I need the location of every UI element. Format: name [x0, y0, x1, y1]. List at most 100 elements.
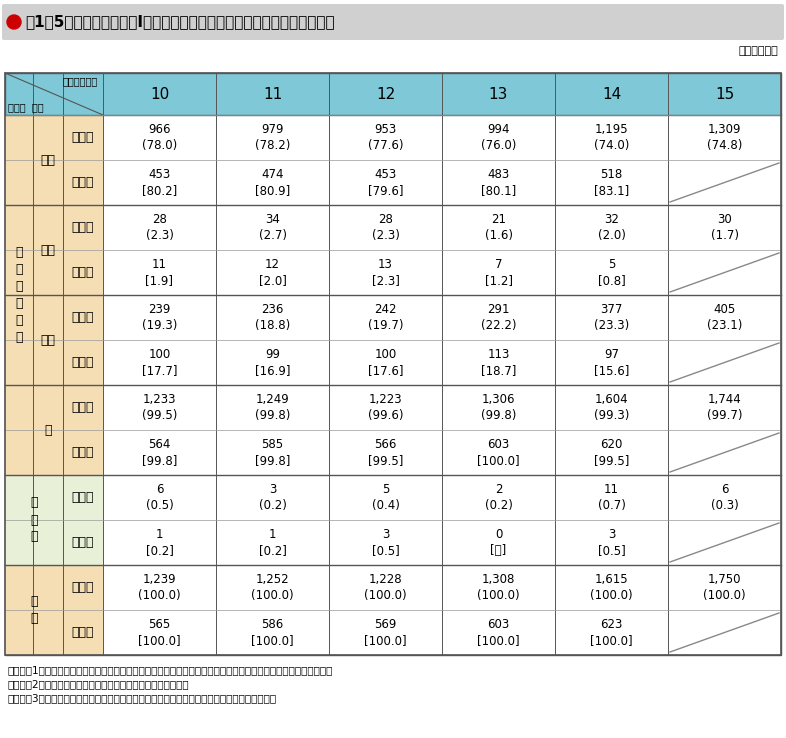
Text: 28
(2.3): 28 (2.3)	[372, 213, 399, 242]
Text: 569
[100.0]: 569 [100.0]	[364, 618, 407, 647]
Bar	[5, 340, 781, 385]
Text: 公立: 公立	[41, 244, 56, 257]
Text: 566
[99.5]: 566 [99.5]	[368, 438, 403, 467]
Text: 合格者: 合格者	[72, 401, 94, 414]
Text: 21
(1.6): 21 (1.6)	[484, 213, 512, 242]
Text: 13
[2.3]: 13 [2.3]	[372, 258, 399, 287]
Text: 採用者: 採用者	[72, 266, 94, 279]
Text: 5
(0.4): 5 (0.4)	[372, 483, 399, 512]
Text: 242
(19.7): 242 (19.7)	[368, 303, 403, 332]
Text: 966
(78.0): 966 (78.0)	[142, 123, 177, 152]
Text: 34
(2.7): 34 (2.7)	[259, 213, 287, 242]
Text: 採用者: 採用者	[72, 356, 94, 369]
Text: 564
[99.8]: 564 [99.8]	[141, 438, 177, 467]
Bar	[103, 565, 781, 610]
Bar	[103, 160, 781, 205]
Text: （単位：人）: （単位：人）	[738, 46, 778, 56]
Text: 採用者: 採用者	[72, 176, 94, 189]
Text: 0
[－]: 0 [－]	[490, 528, 507, 557]
Bar	[5, 115, 33, 475]
Bar	[5, 565, 781, 610]
Bar	[5, 73, 781, 655]
Text: 私立: 私立	[41, 334, 56, 347]
Bar	[103, 340, 781, 385]
Text: 5
[0.8]: 5 [0.8]	[597, 258, 626, 287]
Text: 11
(0.7): 11 (0.7)	[597, 483, 626, 512]
Text: 28
(2.3): 28 (2.3)	[145, 213, 174, 242]
Text: 2　「その他」は，短大・高専，外国の大学等である。: 2 「その他」は，短大・高専，外国の大学等である。	[7, 679, 189, 689]
Bar	[103, 250, 781, 295]
Text: 1,309
(74.8): 1,309 (74.8)	[707, 123, 742, 152]
Text: 1
[0.2]: 1 [0.2]	[259, 528, 286, 557]
Text: 3　「採用者」は，当該年度の翌年度の採用者数（旧年度合格者等を含む。）である。: 3 「採用者」は，当該年度の翌年度の採用者数（旧年度合格者等を含む。）である。	[7, 693, 276, 703]
Text: 表1－5　国家公務員採用Ⅰ種試験の年度別学歴別の合格者数及び採用者数: 表1－5 国家公務員採用Ⅰ種試験の年度別学歴別の合格者数及び採用者数	[25, 15, 335, 30]
Text: 1,239
(100.0): 1,239 (100.0)	[138, 573, 181, 602]
Text: 10: 10	[150, 86, 169, 102]
Text: 99
[16.9]: 99 [16.9]	[255, 348, 290, 377]
Text: 合格者: 合格者	[72, 221, 94, 234]
Text: 1,195
(74.0): 1,195 (74.0)	[593, 123, 629, 152]
Text: 1
[0.2]: 1 [0.2]	[145, 528, 174, 557]
Text: 1,306
(99.8): 1,306 (99.8)	[481, 393, 516, 422]
Text: 11
[1.9]: 11 [1.9]	[145, 258, 174, 287]
Bar	[5, 115, 781, 160]
Text: 1,233
(99.5): 1,233 (99.5)	[141, 393, 177, 422]
Text: 15: 15	[715, 86, 734, 102]
Text: 239
(19.3): 239 (19.3)	[141, 303, 177, 332]
Bar	[5, 205, 781, 250]
Text: 100
[17.7]: 100 [17.7]	[141, 348, 178, 377]
Text: 565
[100.0]: 565 [100.0]	[138, 618, 181, 647]
Text: 3
[0.5]: 3 [0.5]	[597, 528, 626, 557]
Bar	[5, 295, 781, 340]
Text: 994
(76.0): 994 (76.0)	[481, 123, 516, 152]
Bar	[103, 385, 781, 430]
Bar	[5, 160, 781, 205]
Text: 236
(18.8): 236 (18.8)	[255, 303, 290, 332]
Text: 名簿作成年度: 名簿作成年度	[63, 76, 98, 86]
Text: 1,252
(100.0): 1,252 (100.0)	[252, 573, 294, 602]
Text: 453
[80.2]: 453 [80.2]	[142, 168, 177, 197]
Text: 14: 14	[602, 86, 621, 102]
Bar	[5, 565, 63, 655]
Text: 7
[1.2]: 7 [1.2]	[484, 258, 512, 287]
Text: 113
[18.7]: 113 [18.7]	[481, 348, 516, 377]
Text: 国立: 国立	[41, 154, 56, 167]
Text: 6
(0.5): 6 (0.5)	[145, 483, 174, 512]
Bar	[103, 475, 781, 520]
Text: 1,750
(100.0): 1,750 (100.0)	[703, 573, 746, 602]
Text: 大
学
院
・
大
学: 大 学 院 ・ 大 学	[15, 246, 23, 344]
Bar	[103, 205, 781, 250]
Text: 合
計: 合 計	[30, 595, 38, 625]
Text: 3
[0.5]: 3 [0.5]	[372, 528, 399, 557]
Text: 100
[17.6]: 100 [17.6]	[368, 348, 403, 377]
Text: 32
(2.0): 32 (2.0)	[597, 213, 626, 242]
Text: 603
[100.0]: 603 [100.0]	[477, 618, 520, 647]
Text: 学歴　  項目: 学歴 項目	[8, 102, 44, 112]
Bar	[5, 430, 781, 475]
Text: 603
[100.0]: 603 [100.0]	[477, 438, 520, 467]
Text: 586
[100.0]: 586 [100.0]	[252, 618, 294, 647]
Text: 合格者: 合格者	[72, 491, 94, 504]
Text: そ
の
他: そ の 他	[30, 497, 38, 543]
Bar	[5, 73, 781, 115]
Text: 12: 12	[376, 86, 395, 102]
Bar	[103, 115, 781, 160]
Text: 620
[99.5]: 620 [99.5]	[593, 438, 629, 467]
Text: 483
[80.1]: 483 [80.1]	[481, 168, 516, 197]
Text: 518
[83.1]: 518 [83.1]	[594, 168, 629, 197]
Text: 453
[79.6]: 453 [79.6]	[368, 168, 403, 197]
Bar	[5, 73, 781, 655]
Text: 1,228
(100.0): 1,228 (100.0)	[364, 573, 407, 602]
Text: 合格者: 合格者	[72, 131, 94, 144]
Text: 合格者: 合格者	[72, 581, 94, 594]
Circle shape	[7, 15, 21, 29]
Text: 953
(77.6): 953 (77.6)	[368, 123, 403, 152]
Text: 623
[100.0]: 623 [100.0]	[590, 618, 633, 647]
Bar	[103, 610, 781, 655]
Text: 1,615
(100.0): 1,615 (100.0)	[590, 573, 633, 602]
Bar	[33, 205, 63, 295]
Text: （注）　1　（　）内は，合格者総数に対する割合（％）を，［　］内は，採用者総数に対する割合（％）を示す。: （注） 1 （ ）内は，合格者総数に対する割合（％）を，［ ］内は，採用者総数に…	[7, 665, 332, 675]
Bar	[5, 520, 781, 565]
Text: 291
(22.2): 291 (22.2)	[481, 303, 516, 332]
Text: 1,308
(100.0): 1,308 (100.0)	[477, 573, 520, 602]
